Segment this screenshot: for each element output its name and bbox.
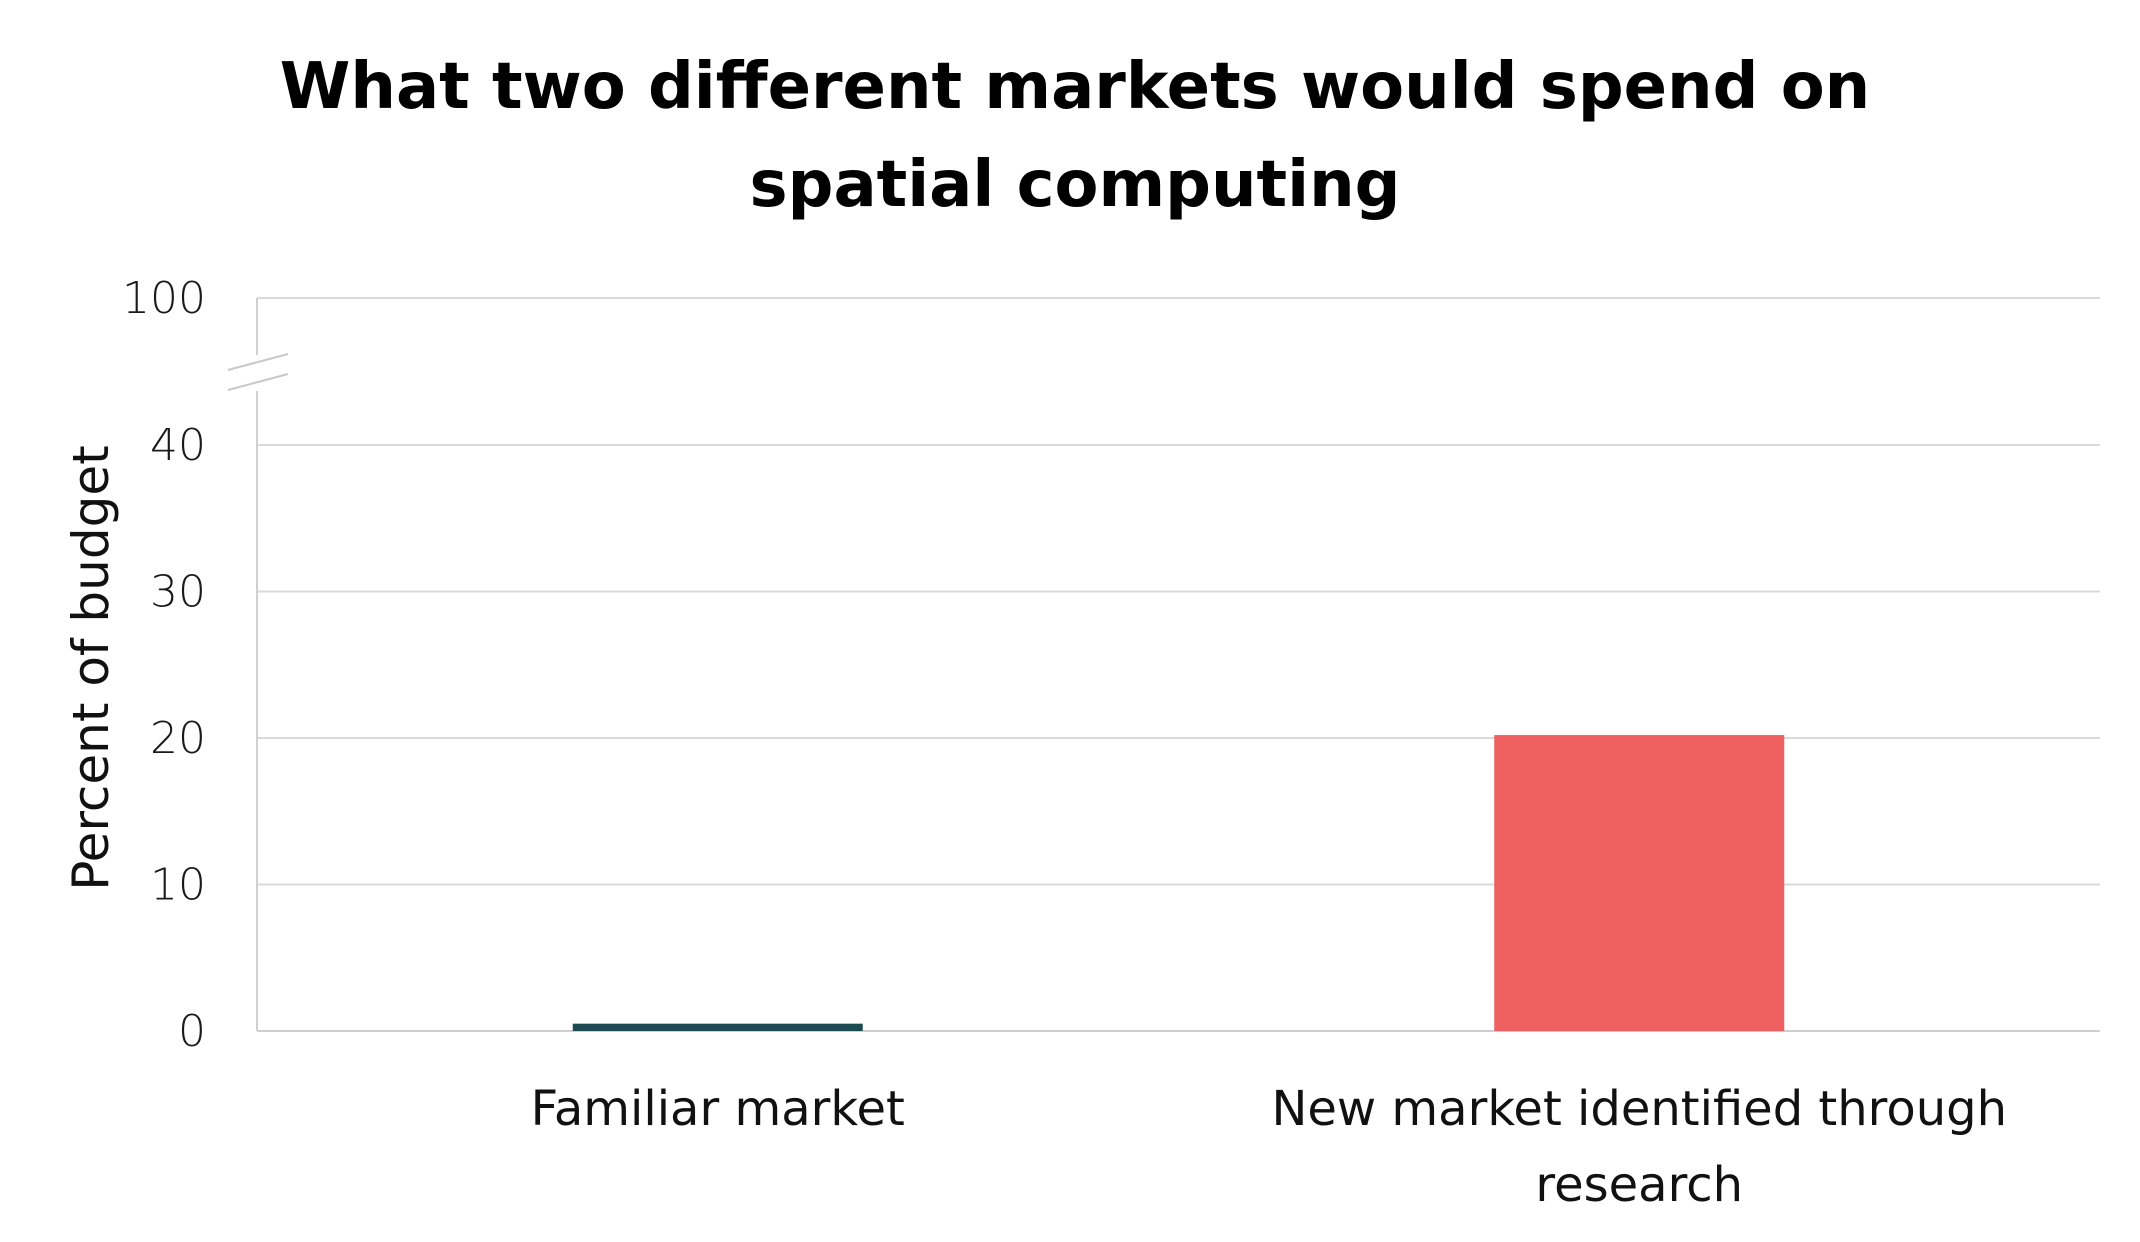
axis-break-mark [227, 373, 289, 391]
y-tick-label: 100 [122, 273, 206, 324]
y-tick-label: 20 [150, 713, 206, 764]
y-axis-title: Percent of budget [62, 445, 120, 890]
x-category-label: Familiar market [531, 1081, 905, 1137]
bars [572, 735, 1785, 1031]
axis-break-mark [227, 353, 289, 371]
y-tick-label: 10 [150, 860, 206, 911]
y-tick-label: 30 [150, 567, 206, 618]
bar-1 [572, 1023, 863, 1031]
chart-title: What two different markets would spend o… [279, 50, 1871, 222]
y-tick-label: 40 [150, 420, 206, 471]
axes [227, 298, 289, 1031]
x-category-label: New market identified through research [1271, 1081, 2007, 1213]
y-tick-label: 0 [178, 1006, 206, 1057]
bar-2 [1494, 735, 1785, 1031]
y-tick-labels: 0 10 20 30 40 100 [122, 273, 206, 1057]
category-labels: Familiar market New market identified thr… [531, 1081, 2007, 1213]
gridlines [257, 297, 2100, 1032]
